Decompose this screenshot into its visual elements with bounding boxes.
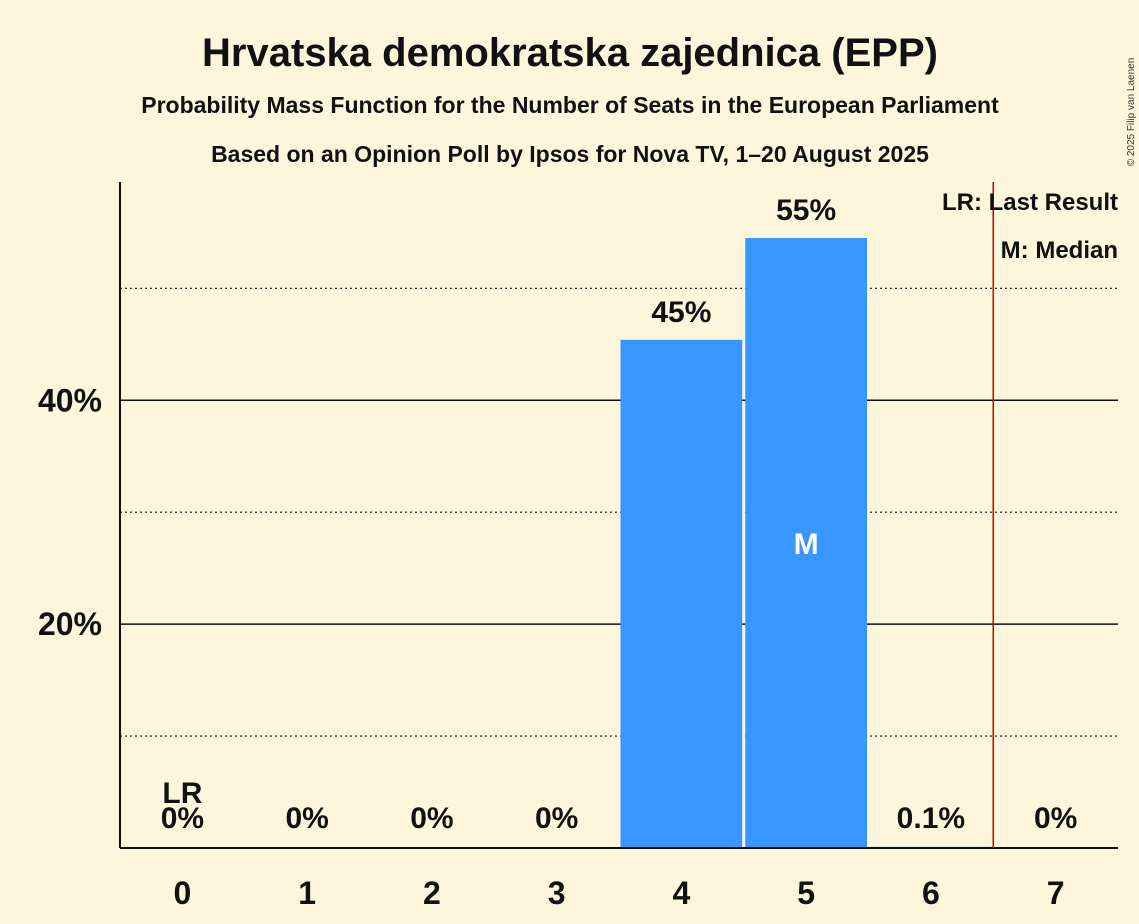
x-tick-label: 4 (672, 875, 690, 911)
bar-value-label: 45% (651, 296, 711, 329)
bar-value-label: 0.1% (897, 802, 965, 835)
bar-value-label: 55% (776, 194, 836, 227)
gridlines: 20% 40% (38, 287, 1118, 737)
x-tick-label: 0 (173, 875, 191, 911)
legend: LR: Last Result M: Median (942, 189, 1118, 264)
x-tick-label: 5 (797, 875, 815, 911)
bar-value-label: 0% (285, 802, 328, 835)
markers: LR M (162, 182, 994, 848)
copyright-notice: © 2025 Filip van Laenen (1126, 58, 1137, 167)
x-tick-label: 6 (922, 875, 940, 911)
chart-source: Based on an Opinion Poll by Ipsos for No… (211, 141, 929, 167)
y-tick-label: 40% (38, 382, 102, 418)
bar-value-label: 0% (535, 802, 578, 835)
bar-value-label: 0% (1034, 802, 1077, 835)
x-tick-label: 3 (548, 875, 566, 911)
bar (745, 237, 867, 849)
bars (620, 237, 992, 849)
bar (620, 339, 743, 848)
x-tick-label: 1 (298, 875, 316, 911)
bar-labels: 0% 0% 0% 0% 45% 55% 0.1% 0% (161, 189, 1077, 835)
bar-label-background (636, 291, 727, 330)
last-result-marker: LR (162, 777, 202, 810)
x-tick-label: 2 (423, 875, 441, 911)
bar-value-label: 0% (410, 802, 453, 835)
bar-value-label: 0% (161, 802, 204, 835)
median-marker: M (794, 528, 819, 561)
legend-entry: M: Median (1001, 237, 1118, 264)
chart-subtitle: Probability Mass Function for the Number… (141, 92, 999, 118)
y-tick-label: 20% (38, 606, 102, 642)
x-tick-label: 7 (1047, 875, 1065, 911)
chart-title: Hrvatska demokratska zajednica (EPP) (202, 31, 938, 75)
axes: 0 1 2 3 4 5 6 7 (119, 182, 1118, 911)
legend-entry: LR: Last Result (942, 189, 1118, 216)
bar-label-background (761, 189, 852, 228)
